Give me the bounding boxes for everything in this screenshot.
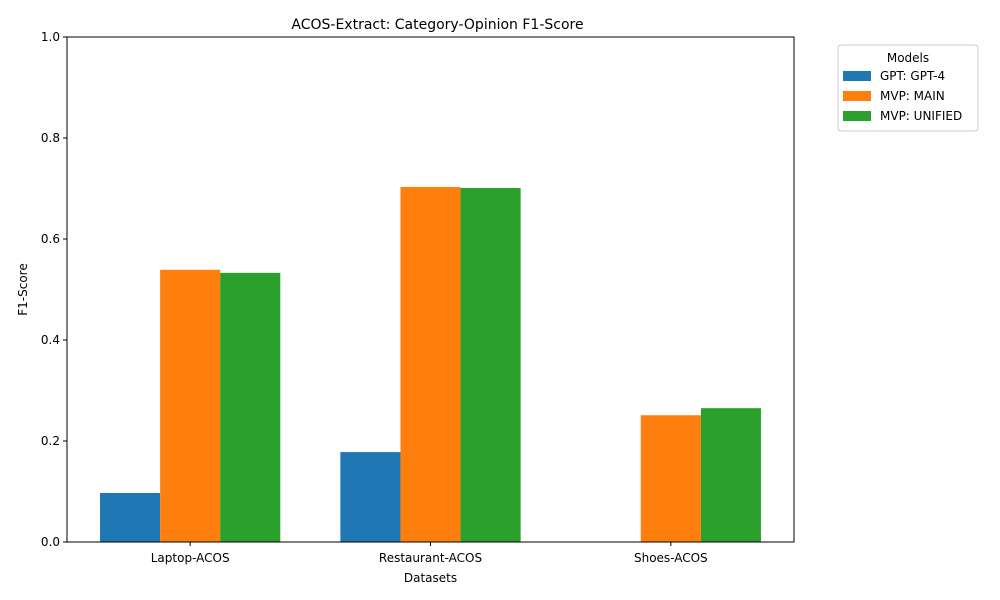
bar-2-3 (640, 415, 701, 542)
bar-3-3 (700, 408, 761, 542)
y-tick-label: 0.2 (41, 434, 60, 448)
y-axis: 0.0 0.2 0.4 0.6 0.8 1.0 (41, 30, 67, 549)
y-tick-label: 0.6 (41, 232, 60, 246)
legend-title: Models (887, 51, 929, 65)
x-tick-label: Laptop-ACOS (151, 551, 230, 565)
bar-2-1 (160, 269, 221, 542)
y-tick-label: 0.4 (41, 333, 60, 347)
legend-frame (837, 44, 979, 132)
y-axis-label: F1-Score (16, 263, 30, 315)
x-axis-label: Datasets (404, 571, 457, 585)
x-axis: Laptop-ACOS Restaurant-ACOS Shoes-ACOS (151, 542, 708, 565)
legend-swatch-3 (843, 111, 871, 121)
bar-1-1 (100, 493, 161, 542)
legend-label-1: GPT: GPT-4 (880, 69, 945, 83)
legend-swatch-2 (843, 91, 871, 101)
bar-1-2 (340, 452, 401, 542)
x-tick-label: Restaurant-ACOS (379, 551, 482, 565)
y-tick-label: 0.0 (41, 535, 60, 549)
legend: Models GPT: GPT-4 MVP: MAIN MVP: UNIFIED (837, 44, 979, 132)
bar-3-2 (460, 187, 521, 542)
legend-swatch-1 (843, 71, 871, 81)
legend-entries: GPT: GPT-4 MVP: MAIN MVP: UNIFIED (843, 69, 962, 123)
bar-2-2 (400, 186, 461, 543)
y-tick-label: 1.0 (41, 30, 60, 44)
chart-title: ACOS-Extract: Category-Opinion F1-Score (291, 17, 583, 33)
bars (100, 186, 761, 543)
x-tick-label: Shoes-ACOS (634, 551, 708, 565)
legend-label-2: MVP: MAIN (880, 89, 945, 103)
y-tick-label: 0.8 (41, 131, 60, 145)
legend-label-3: MVP: UNIFIED (880, 109, 962, 123)
bar-3-1 (220, 272, 281, 542)
